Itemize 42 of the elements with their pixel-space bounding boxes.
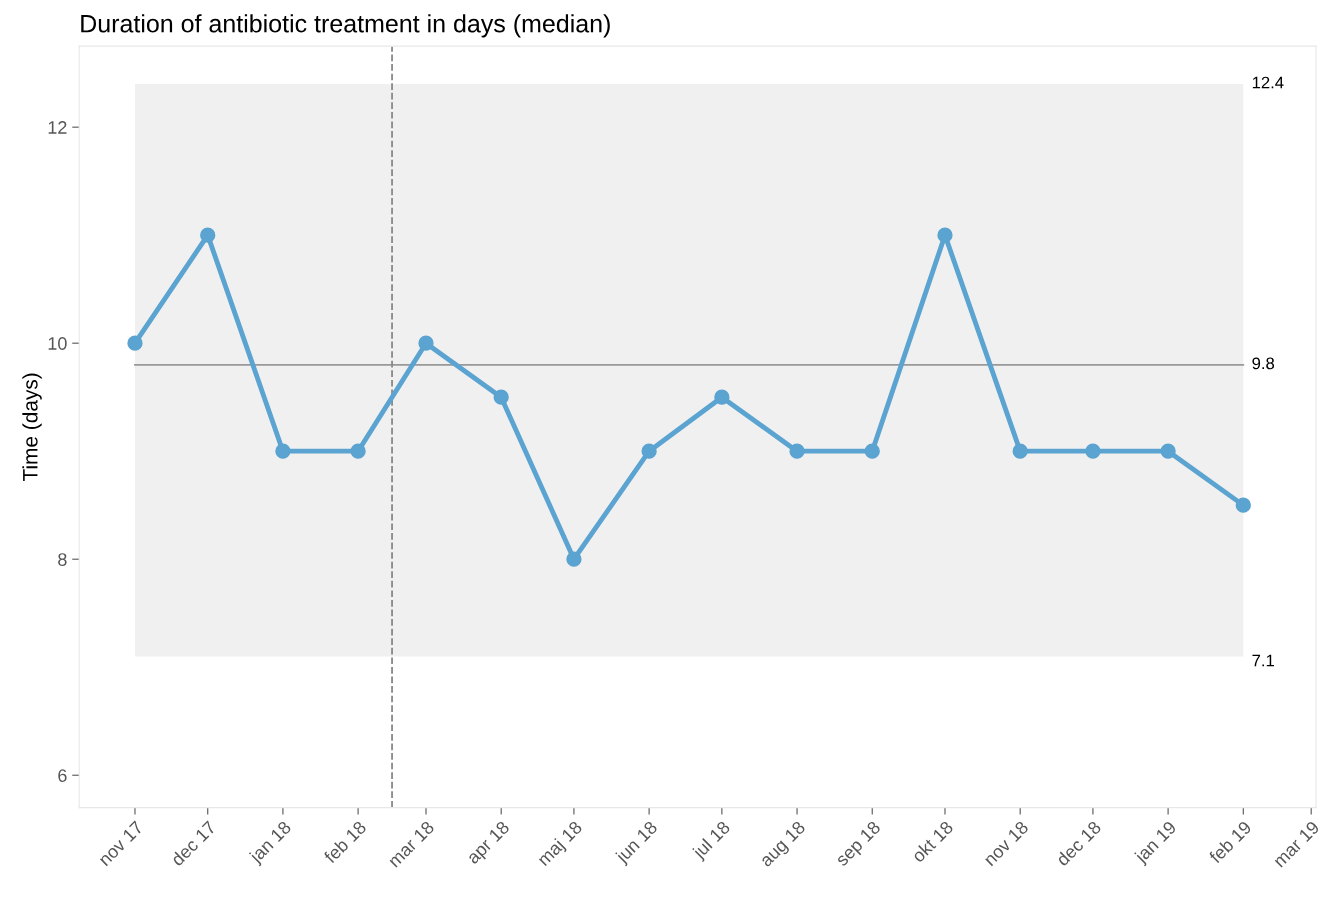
point bbox=[1012, 443, 1028, 459]
x-tick-label: nov 18 bbox=[983, 820, 1029, 867]
text: 12.4 bbox=[1252, 76, 1284, 89]
x-tick-label: maj 18 bbox=[536, 819, 586, 869]
point bbox=[200, 227, 216, 243]
x-tick-label: mar 18 bbox=[387, 820, 435, 868]
point bbox=[789, 443, 805, 459]
point bbox=[493, 389, 509, 405]
point bbox=[1085, 443, 1101, 459]
ref-line-label: 9.8 bbox=[1252, 357, 1275, 370]
point bbox=[566, 551, 582, 567]
point bbox=[864, 443, 880, 459]
x-tick-label: jan 18 bbox=[247, 819, 295, 867]
y-tick-label: 12 bbox=[48, 121, 67, 134]
x-tick-label: feb 19 bbox=[1207, 820, 1253, 865]
point bbox=[350, 443, 366, 459]
y-axis-title: Time (days) bbox=[22, 373, 42, 482]
x-tick-label: feb 18 bbox=[322, 819, 367, 865]
point bbox=[937, 227, 953, 243]
y-tick-label: 10 bbox=[48, 337, 67, 350]
y-tick-label: 8 bbox=[58, 553, 67, 566]
x-tick-label: jul 18 bbox=[691, 819, 734, 863]
x-tick-label: nov 17 bbox=[97, 820, 144, 867]
point bbox=[1235, 497, 1251, 513]
x-tick-label: mar 19 bbox=[1272, 820, 1320, 868]
point bbox=[418, 335, 434, 351]
point bbox=[127, 335, 143, 351]
x-tick-label: apr 18 bbox=[465, 820, 513, 867]
chart-title: Duration of antibiotic treatment in days (median) bbox=[81, 14, 610, 38]
x-tick-label: okt 18 bbox=[910, 819, 954, 864]
point bbox=[275, 443, 291, 459]
point bbox=[1160, 443, 1176, 459]
text: 7.1 bbox=[1252, 654, 1274, 667]
x-tick-label: jan 19 bbox=[1133, 820, 1180, 867]
x-tick-label: aug 18 bbox=[758, 820, 809, 870]
point bbox=[714, 389, 730, 405]
x-tick-label: sep 18 bbox=[834, 820, 884, 870]
point bbox=[641, 443, 657, 459]
x-tick-label: dec 17 bbox=[169, 820, 217, 867]
y-tick-label: 6 bbox=[58, 769, 67, 782]
x-tick-label: dec 18 bbox=[1055, 819, 1102, 867]
x-tick-label: jun 18 bbox=[614, 819, 661, 867]
